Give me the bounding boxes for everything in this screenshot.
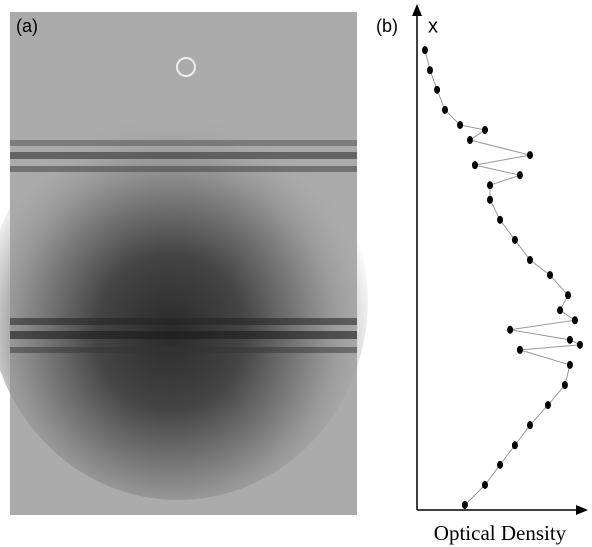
data-point <box>466 136 473 145</box>
data-point <box>471 161 478 170</box>
data-point <box>497 215 504 224</box>
data-point <box>561 381 568 390</box>
data-point <box>421 46 428 55</box>
y-axis-label: x <box>428 15 438 37</box>
data-point <box>526 421 533 430</box>
data-point <box>507 325 514 334</box>
data-point <box>497 460 504 469</box>
data-point <box>461 500 468 509</box>
data-point <box>481 125 488 134</box>
data-point <box>526 151 533 160</box>
data-point <box>481 480 488 489</box>
data-point <box>557 306 564 315</box>
data-point <box>544 401 551 410</box>
data-point <box>547 271 554 280</box>
data-point <box>526 256 533 265</box>
data-point <box>457 120 464 129</box>
profile-line <box>424 50 582 506</box>
data-point <box>516 345 523 354</box>
data-point <box>487 181 494 190</box>
data-point <box>434 85 441 94</box>
panel-label: (a) <box>16 16 38 36</box>
data-point <box>566 360 573 369</box>
panel-label: (b) <box>376 16 398 36</box>
data-point <box>511 235 518 244</box>
data-point <box>571 316 578 325</box>
data-point <box>566 335 573 344</box>
data-point <box>565 291 572 300</box>
panel-a-image <box>0 12 368 515</box>
x-axis-label: Optical Density <box>434 521 567 545</box>
axes <box>412 4 588 515</box>
data-point <box>426 66 433 75</box>
data-point <box>487 195 494 204</box>
data-point <box>516 171 523 180</box>
data-point <box>511 441 518 450</box>
data-point <box>442 105 449 114</box>
data-point <box>576 340 583 349</box>
